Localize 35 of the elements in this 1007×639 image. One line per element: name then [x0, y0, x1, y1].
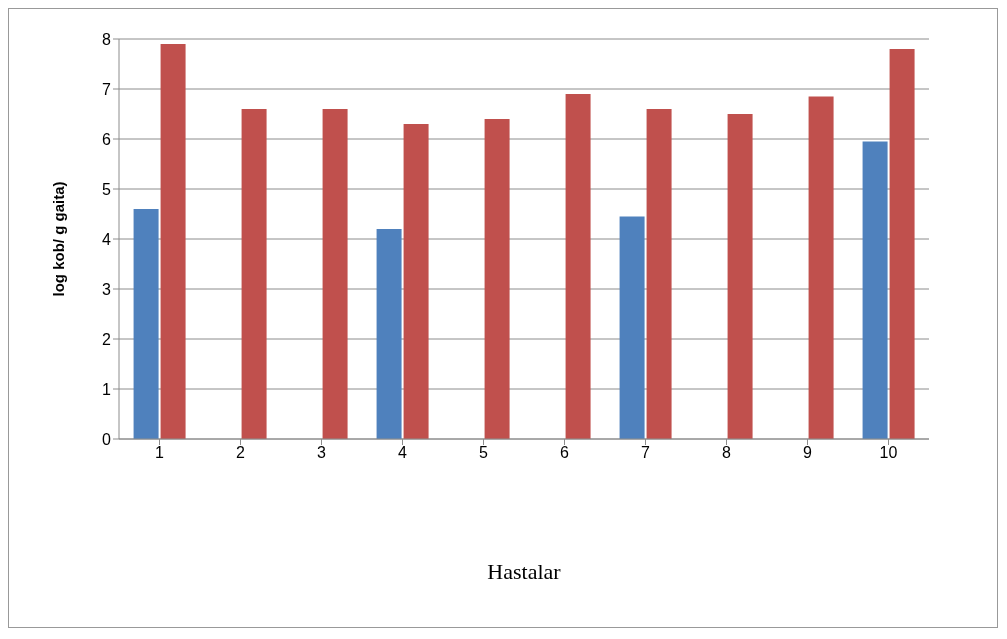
y-tick-label: 0	[102, 430, 112, 448]
x-tick-label: 6	[560, 444, 570, 462]
x-axis-title: Hastalar	[487, 559, 562, 584]
bar	[619, 216, 645, 439]
bar	[808, 96, 834, 439]
y-axis-title: log kob/ g gaita)	[50, 181, 68, 297]
bar	[403, 124, 429, 439]
y-tick-label: 6	[102, 130, 112, 148]
x-tick-label: 7	[641, 444, 651, 462]
x-tick-label: 9	[803, 444, 813, 462]
x-tick-label: 8	[722, 444, 732, 462]
bar	[646, 109, 672, 439]
y-tick-label: 4	[102, 230, 112, 248]
bar	[241, 109, 267, 439]
y-tick-label: 5	[102, 180, 112, 198]
bar	[133, 209, 159, 439]
bar	[565, 94, 591, 439]
x-tick-label: 1	[155, 444, 165, 462]
bar	[727, 114, 753, 439]
y-tick-label: 8	[102, 30, 112, 48]
bar	[862, 141, 888, 439]
y-tick-label: 1	[102, 380, 112, 398]
bar	[376, 229, 402, 439]
y-tick-label: 3	[102, 280, 112, 298]
bar	[160, 44, 186, 439]
x-tick-label: 2	[236, 444, 246, 462]
y-tick-label: 2	[102, 330, 112, 348]
x-tick-label: 4	[398, 444, 408, 462]
bar	[484, 119, 510, 439]
y-tick-label: 7	[102, 80, 112, 98]
x-tick-label: 5	[479, 444, 489, 462]
bar	[322, 109, 348, 439]
bar	[889, 49, 915, 439]
x-tick-label: 3	[317, 444, 327, 462]
x-tick-label: 10	[879, 444, 898, 462]
